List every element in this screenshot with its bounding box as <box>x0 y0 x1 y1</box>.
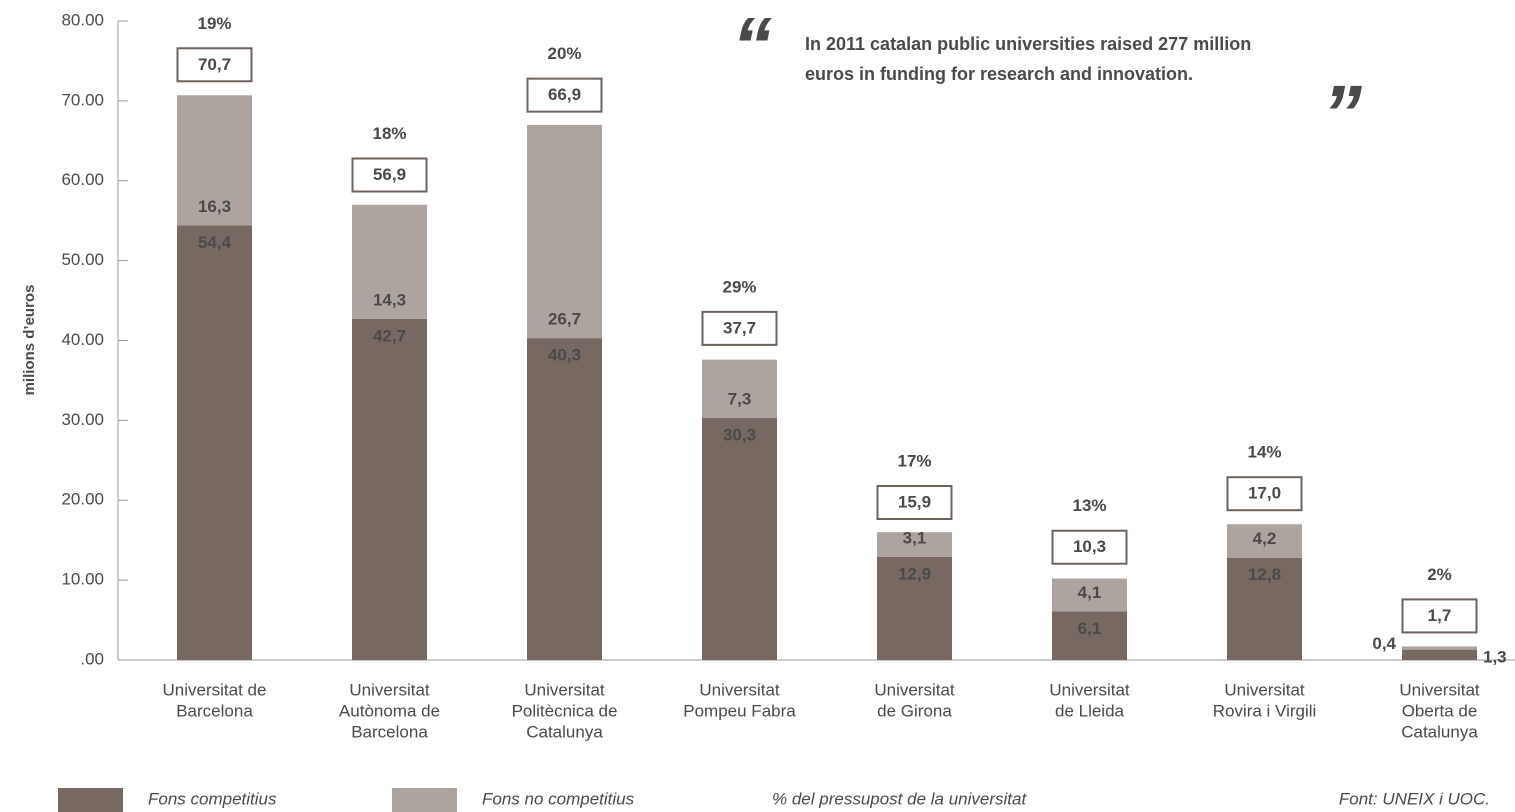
value-label: 4,2 <box>1253 529 1277 548</box>
value-label: 7,3 <box>728 389 752 408</box>
quote-open: “ <box>732 1 772 90</box>
x-tick-label: Politècnica de <box>512 701 618 720</box>
legend-swatch <box>58 788 123 812</box>
quote-close: ” <box>1322 69 1362 158</box>
y-axis-label: milions d’euros <box>21 285 38 396</box>
x-tick-label: Pompeu Fabra <box>683 701 796 720</box>
value-label: 6,1 <box>1078 619 1102 638</box>
bar-segment <box>877 532 952 557</box>
total-label: 10,3 <box>1073 537 1106 556</box>
y-tick-label: 40.00 <box>61 330 104 349</box>
value-label: 40,3 <box>548 346 581 365</box>
bar-segment <box>177 225 252 661</box>
x-tick-label: Universitat <box>1224 680 1305 699</box>
legend-label: % del pressupost de la universitat <box>772 789 1027 808</box>
total-label: 70,7 <box>198 55 231 74</box>
value-label: 0,4 <box>1372 634 1396 653</box>
y-tick-label: 60.00 <box>61 170 104 189</box>
total-label: 37,7 <box>723 318 756 337</box>
value-label: 3,1 <box>903 528 927 547</box>
y-tick-label: .00 <box>80 649 104 668</box>
value-label: 12,8 <box>1248 565 1281 584</box>
bar-segment <box>177 95 252 226</box>
bar-segment <box>702 359 777 418</box>
x-tick-label: Autònoma de <box>339 701 440 720</box>
bar-segment <box>352 204 427 319</box>
quote-text: euros in funding for research and innova… <box>805 64 1193 84</box>
value-label: 4,1 <box>1078 583 1102 602</box>
percent-label: 2% <box>1427 565 1452 584</box>
total-box <box>1051 529 1128 565</box>
y-tick-label: 30.00 <box>61 410 104 429</box>
x-tick-label: Rovira i Virgili <box>1213 701 1317 720</box>
value-label: 54,4 <box>198 233 232 252</box>
value-label: 26,7 <box>548 310 581 329</box>
total-label: 17,0 <box>1248 484 1281 503</box>
y-tick-label: 20.00 <box>61 490 104 509</box>
x-tick-label: Universitat <box>1399 680 1480 699</box>
total-box <box>701 310 778 346</box>
source: Font: UNEIX i UOC. <box>1339 789 1490 808</box>
x-tick-label: Universitat <box>1049 680 1130 699</box>
y-tick-label: 70.00 <box>61 90 104 109</box>
x-tick-label: Universitat <box>524 680 605 699</box>
y-tick-label: 50.00 <box>61 250 104 269</box>
legend-label: Fons competitius <box>148 789 277 808</box>
total-box <box>351 157 428 193</box>
total-box <box>1226 476 1303 512</box>
x-tick-label: de Lleida <box>1055 701 1125 720</box>
total-box <box>1401 598 1478 634</box>
percent-label: 17% <box>897 451 931 470</box>
y-tick-label: 80.00 <box>61 10 104 29</box>
quote-text: In 2011 catalan public universities rais… <box>805 34 1251 54</box>
value-label: 14,3 <box>373 290 406 309</box>
x-tick-label: de Girona <box>877 701 952 720</box>
legend-label: Fons no competitius <box>482 789 635 808</box>
value-label: 1,3 <box>1483 647 1507 666</box>
bar-segment <box>1052 611 1127 660</box>
value-label: 12,9 <box>898 564 931 583</box>
total-box <box>876 484 953 520</box>
percent-label: 13% <box>1072 496 1106 515</box>
x-tick-label: Barcelona <box>176 701 253 720</box>
x-tick-label: Universitat <box>699 680 780 699</box>
x-tick-label: Catalunya <box>526 722 603 741</box>
x-tick-label: Catalunya <box>1401 722 1478 741</box>
total-label: 66,9 <box>548 85 581 104</box>
x-tick-label: Universitat de <box>163 680 267 699</box>
percent-label: 14% <box>1247 443 1281 462</box>
percent-label: 18% <box>372 124 406 143</box>
x-tick-label: Oberta de <box>1402 701 1478 720</box>
total-label: 1,7 <box>1428 606 1452 625</box>
total-box <box>526 77 603 113</box>
value-label: 42,7 <box>373 326 406 345</box>
legend-swatch <box>392 788 457 812</box>
x-tick-label: Barcelona <box>351 722 428 741</box>
bar-segment <box>527 124 602 339</box>
bar-segment <box>527 338 602 660</box>
y-tick-label: 10.00 <box>61 570 104 589</box>
bar-segment <box>1402 649 1477 660</box>
total-label: 15,9 <box>898 492 931 511</box>
bar-segment <box>702 417 777 660</box>
x-tick-label: Universitat <box>349 680 430 699</box>
bar-segment <box>1052 578 1127 612</box>
x-tick-label: Universitat <box>874 680 955 699</box>
bar-segment <box>352 318 427 660</box>
bar-segment <box>1227 557 1302 660</box>
value-label: 16,3 <box>198 197 231 216</box>
value-label: 30,3 <box>723 425 756 444</box>
percent-label: 19% <box>197 14 231 33</box>
percent-label: 20% <box>547 44 581 63</box>
bar-segment <box>1402 646 1477 650</box>
bar-segment <box>1227 524 1302 558</box>
total-label: 56,9 <box>373 165 406 184</box>
percent-label: 29% <box>722 277 756 296</box>
total-box <box>176 47 253 83</box>
bar-segment <box>877 556 952 660</box>
